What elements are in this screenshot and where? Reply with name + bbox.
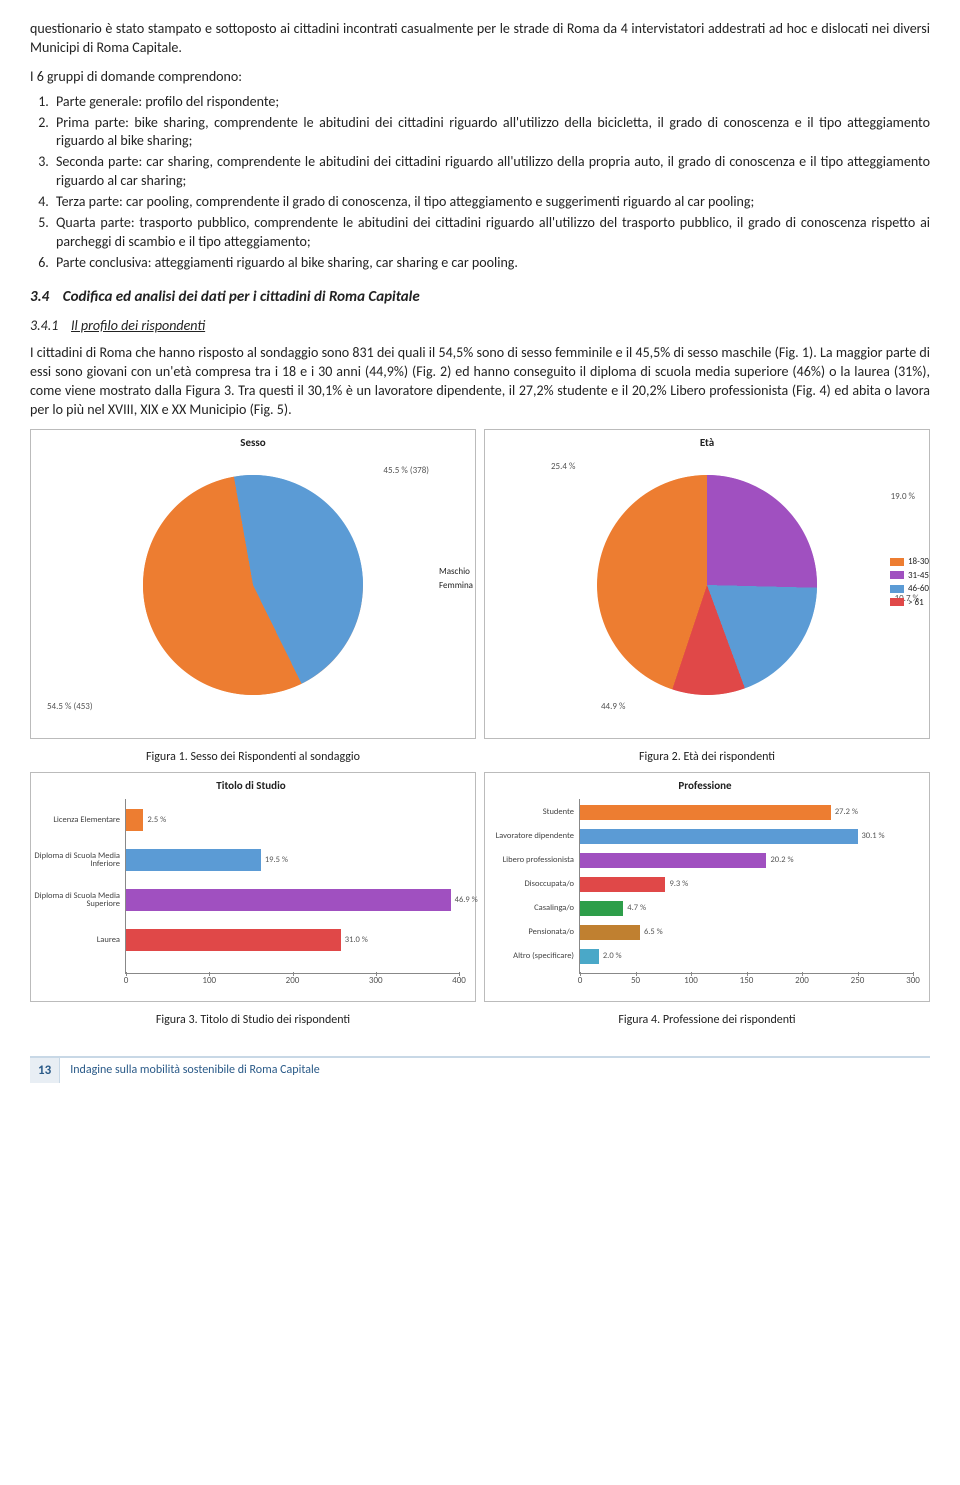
pie-legend: 18-30 31-45 46-60 > 61 xyxy=(890,555,929,609)
xtick-label: 200 xyxy=(795,975,809,987)
xtick-label: 300 xyxy=(369,975,383,987)
pie-sesso-conic xyxy=(143,475,363,695)
caption-fig1: Figura 1. Sesso dei Rispondenti al sonda… xyxy=(30,749,476,765)
hbar-row: Diploma di Scuola Media Inferiore19.5 % xyxy=(126,849,288,871)
hbar-category: Pensionata/o xyxy=(488,928,574,937)
pie-label: 19.0 % xyxy=(891,491,915,503)
hbar-value: 2.0 % xyxy=(603,951,622,962)
hbar-row: Pensionata/o6.5 % xyxy=(580,925,663,940)
hbar-bar xyxy=(126,889,451,911)
pie-label: 44.9 % xyxy=(601,701,625,713)
hbar-value: 6.5 % xyxy=(644,927,663,938)
xtick-label: 400 xyxy=(452,975,466,987)
hbar-row: Studente27.2 % xyxy=(580,805,858,820)
hbar-row: Diploma di Scuola Media Superiore46.9 % xyxy=(126,889,478,911)
hbar-bar xyxy=(580,829,858,844)
xtick-label: 50 xyxy=(631,975,640,987)
hbar-value: 4.7 % xyxy=(627,903,646,914)
chart-professione: Professione Studente27.2 %Lavoratore dip… xyxy=(484,772,930,1002)
chart-title: Sesso xyxy=(37,436,469,451)
caption-fig2: Figura 2. Età dei rispondenti xyxy=(484,749,930,765)
hbar-category: Disoccupata/o xyxy=(488,880,574,889)
chart-eta: Età 25.4 % 19.0 % 10.7 % 44.9 % 18-30 31… xyxy=(484,429,930,739)
hbar-category: Lavoratore dipendente xyxy=(488,832,574,841)
doc-title: Indagine sulla mobilità sostenibile di R… xyxy=(70,1058,320,1082)
pie-captions: Figura 1. Sesso dei Rispondenti al sonda… xyxy=(30,749,930,765)
hbar-bar xyxy=(580,925,640,940)
hbar-category: Casalinga/o xyxy=(488,904,574,913)
hbar-area: Licenza Elementare2.5 % Diploma di Scuola… xyxy=(125,799,459,974)
hbar-row: Casalinga/o4.7 % xyxy=(580,901,646,916)
body-paragraph-2: I cittadini di Roma che hanno risposto a… xyxy=(30,344,930,420)
caption-fig4: Figura 4. Professione dei rispondenti xyxy=(484,1012,930,1028)
hbar-value: 20.2 % xyxy=(770,855,793,866)
pie-label: 45.5 % (378) xyxy=(383,465,429,477)
list-intro: I 6 gruppi di domande comprendono: xyxy=(30,68,930,87)
hbar-row: Laurea31.0 % xyxy=(126,929,368,951)
pie-legend: Maschio Femmina xyxy=(421,565,473,592)
page-footer: 13 Indagine sulla mobilità sostenibile d… xyxy=(30,1056,930,1084)
xtick-label: 0 xyxy=(578,975,583,987)
hbar-value: 46.9 % xyxy=(455,895,478,906)
hbar-bar xyxy=(580,949,599,964)
hbar-bar xyxy=(580,853,766,868)
hbar-bar xyxy=(126,849,261,871)
caption-fig3: Figura 3. Titolo di Studio dei risponden… xyxy=(30,1012,476,1028)
hbar-bar xyxy=(580,901,623,916)
hbar-value: 9.3 % xyxy=(669,879,688,890)
chart-title: Età xyxy=(491,436,923,451)
list-item: Parte conclusiva: atteggiamenti riguardo… xyxy=(52,254,930,273)
hbar-row: Licenza Elementare2.5 % xyxy=(126,809,166,831)
bar-captions: Figura 3. Titolo di Studio dei risponden… xyxy=(30,1012,930,1028)
pie-label: 54.5 % (453) xyxy=(47,701,93,713)
xtick-label: 100 xyxy=(202,975,216,987)
xtick-label: 150 xyxy=(740,975,754,987)
chart-sesso: Sesso 45.5 % (378) 54.5 % (453) Maschio … xyxy=(30,429,476,739)
chart-title: Professione xyxy=(491,779,919,794)
list-item: Terza parte: car pooling, comprendente i… xyxy=(52,193,930,212)
page-number: 13 xyxy=(30,1058,60,1084)
hbar-value: 30.1 % xyxy=(862,831,885,842)
hbar-category: Licenza Elementare xyxy=(34,816,120,825)
bar-charts-row: Titolo di Studio Licenza Elementare2.5 %… xyxy=(30,772,930,1002)
hbar-bar xyxy=(580,805,831,820)
hbar-category: Studente xyxy=(488,808,574,817)
hbar-category: Laurea xyxy=(34,936,120,945)
pie-label: 25.4 % xyxy=(551,461,575,473)
hbar-value: 31.0 % xyxy=(345,935,368,946)
hbar-bar xyxy=(126,809,143,831)
chart-title: Titolo di Studio xyxy=(37,779,465,794)
hbar-value: 2.5 % xyxy=(147,815,166,826)
pie-eta-conic xyxy=(597,475,817,695)
hbar-category: Diploma di Scuola Media Inferiore xyxy=(34,852,120,870)
hbar-category: Diploma di Scuola Media Superiore xyxy=(34,892,120,910)
xtick-label: 300 xyxy=(906,975,920,987)
hbar-row: Lavoratore dipendente30.1 % xyxy=(580,829,885,844)
intro-paragraph: questionario è stato stampato e sottopos… xyxy=(30,20,930,58)
hbar-value: 19.5 % xyxy=(265,855,288,866)
hbar-row: Libero professionista20.2 % xyxy=(580,853,794,868)
hbar-row: Disoccupata/o9.3 % xyxy=(580,877,688,892)
chart-titolo-studio: Titolo di Studio Licenza Elementare2.5 %… xyxy=(30,772,476,1002)
section-heading: 3.4 Codifica ed analisi dei dati per i c… xyxy=(30,287,930,307)
list-item: Prima parte: bike sharing, comprendente … xyxy=(52,114,930,152)
hbar-category: Altro (specificare) xyxy=(488,952,574,961)
hbar-bar xyxy=(126,929,341,951)
hbar-category: Libero professionista xyxy=(488,856,574,865)
list-item: Quarta parte: trasporto pubblico, compre… xyxy=(52,214,930,252)
domande-list: Parte generale: profilo del rispondente;… xyxy=(30,93,930,273)
pie-charts-row: Sesso 45.5 % (378) 54.5 % (453) Maschio … xyxy=(30,429,930,739)
hbar-area: Studente27.2 % Lavoratore dipendente30.1 … xyxy=(579,799,913,974)
xtick-label: 250 xyxy=(851,975,865,987)
hbar-row: Altro (specificare)2.0 % xyxy=(580,949,622,964)
hbar-bar xyxy=(580,877,665,892)
list-item: Seconda parte: car sharing, comprendente… xyxy=(52,153,930,191)
xtick-label: 200 xyxy=(286,975,300,987)
sub-heading: 3.4.1 Il profilo dei rispondenti xyxy=(30,317,930,336)
xtick-label: 100 xyxy=(684,975,698,987)
xtick-label: 0 xyxy=(124,975,129,987)
list-item: Parte generale: profilo del rispondente; xyxy=(52,93,930,112)
hbar-value: 27.2 % xyxy=(835,807,858,818)
